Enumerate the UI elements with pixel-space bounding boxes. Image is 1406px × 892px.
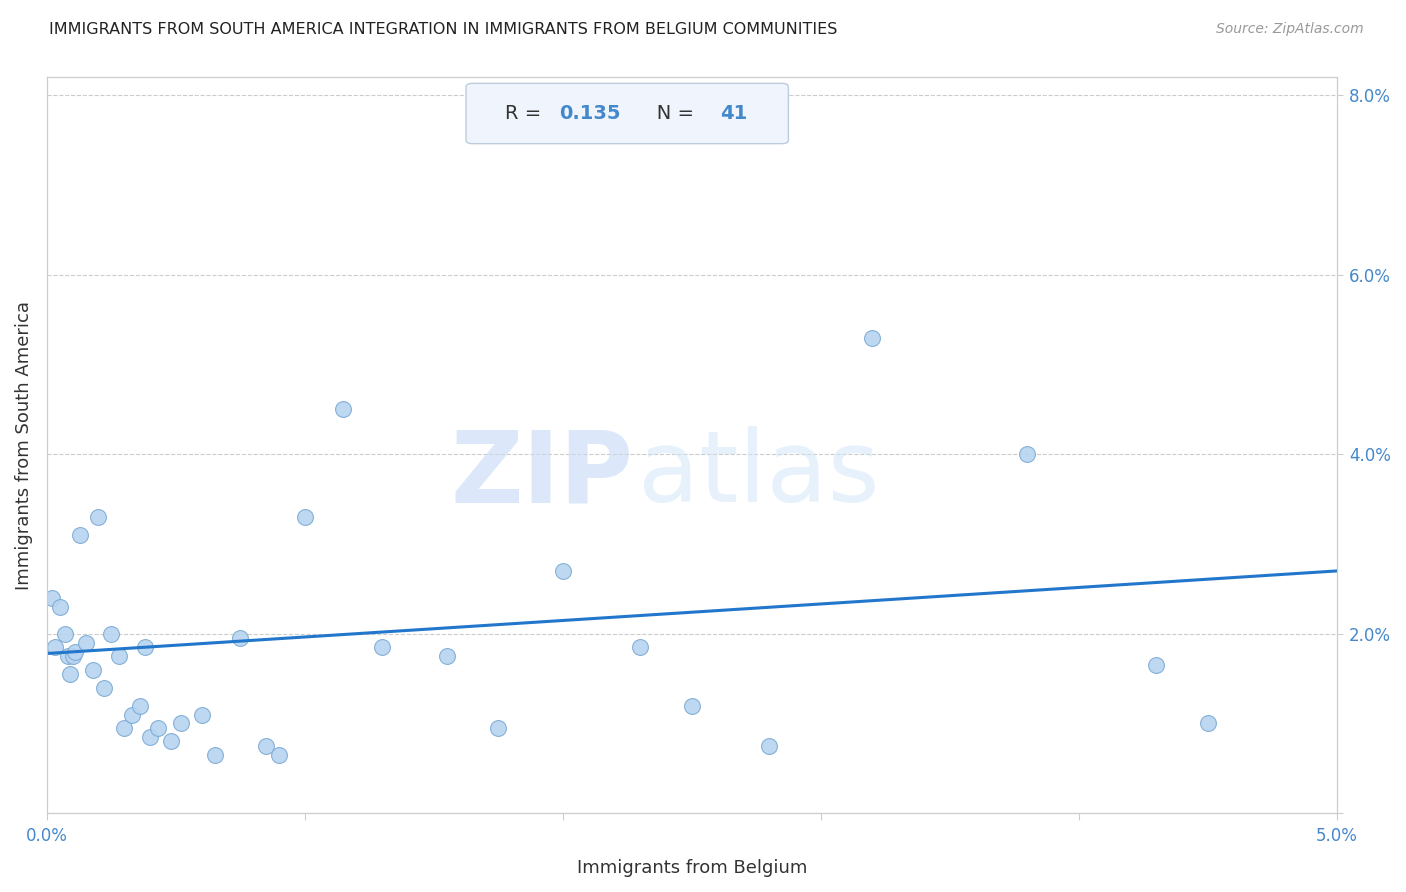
Text: ZIP: ZIP	[451, 426, 634, 524]
Point	[758, 739, 780, 753]
Point	[75, 636, 97, 650]
Text: 41: 41	[720, 104, 748, 123]
Point	[134, 640, 156, 655]
Point	[49, 599, 72, 614]
Text: 0.135: 0.135	[558, 104, 620, 123]
Point	[294, 510, 316, 524]
Point	[112, 721, 135, 735]
Point	[551, 564, 574, 578]
Point	[190, 707, 212, 722]
Point	[82, 663, 104, 677]
Point	[65, 645, 87, 659]
Point	[1015, 447, 1038, 461]
Point	[69, 528, 91, 542]
Y-axis label: Immigrants from South America: Immigrants from South America	[15, 301, 32, 590]
Point	[371, 640, 394, 655]
Point	[229, 632, 252, 646]
Text: IMMIGRANTS FROM SOUTH AMERICA INTEGRATION IN IMMIGRANTS FROM BELGIUM COMMUNITIES: IMMIGRANTS FROM SOUTH AMERICA INTEGRATIO…	[49, 22, 838, 37]
X-axis label: Immigrants from Belgium: Immigrants from Belgium	[576, 859, 807, 877]
Point	[139, 730, 162, 744]
Point	[628, 640, 651, 655]
Point	[486, 721, 509, 735]
Point	[204, 747, 226, 762]
Point	[121, 707, 143, 722]
Point	[159, 734, 181, 748]
Text: N =: N =	[637, 104, 700, 123]
Point	[332, 402, 354, 417]
Point	[146, 721, 169, 735]
Point	[59, 667, 82, 681]
FancyBboxPatch shape	[465, 83, 789, 144]
Point	[56, 649, 79, 664]
Point	[860, 331, 883, 345]
Point	[681, 698, 703, 713]
Text: atlas: atlas	[637, 426, 879, 524]
Point	[53, 626, 76, 640]
Point	[100, 626, 122, 640]
Point	[1197, 716, 1219, 731]
Point	[108, 649, 131, 664]
Text: Source: ZipAtlas.com: Source: ZipAtlas.com	[1216, 22, 1364, 37]
Point	[436, 649, 458, 664]
Point	[170, 716, 193, 731]
Point	[44, 640, 66, 655]
Point	[93, 681, 115, 695]
Point	[1144, 658, 1167, 673]
Text: R =: R =	[505, 104, 547, 123]
Point	[41, 591, 63, 605]
Point	[87, 510, 110, 524]
Point	[254, 739, 277, 753]
Point	[267, 747, 290, 762]
Point	[62, 649, 84, 664]
Point	[128, 698, 150, 713]
